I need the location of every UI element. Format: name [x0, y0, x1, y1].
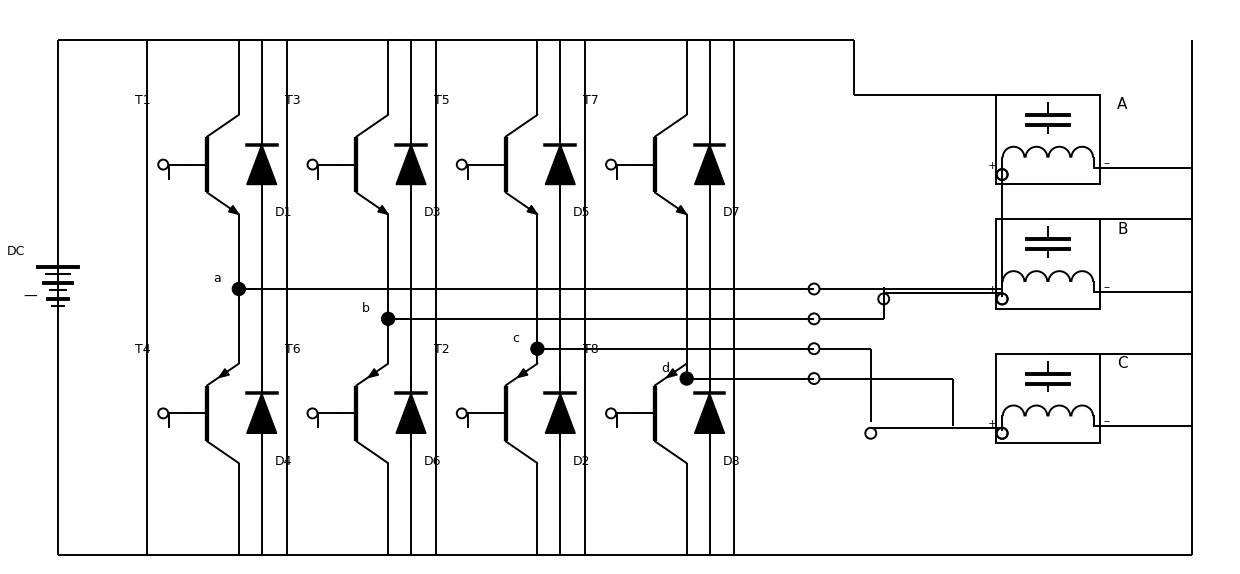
Text: T3: T3 [285, 94, 300, 107]
Bar [996, 219, 1100, 309]
Text: D1: D1 [275, 207, 293, 219]
Text: C: C [1117, 356, 1128, 371]
Text: T2: T2 [434, 343, 450, 356]
Polygon shape [517, 369, 528, 378]
Text: T6: T6 [285, 343, 300, 356]
Text: A: A [1117, 98, 1127, 113]
Polygon shape [228, 205, 239, 214]
Polygon shape [247, 394, 277, 433]
Text: DC: DC [6, 245, 25, 258]
Text: T8: T8 [583, 343, 599, 356]
Text: B: B [1117, 222, 1128, 237]
Polygon shape [527, 205, 537, 214]
Text: D5: D5 [573, 207, 590, 219]
Polygon shape [247, 145, 277, 184]
Text: d: d [661, 362, 668, 375]
Text: c: c [512, 332, 520, 345]
Text: —: — [24, 290, 37, 304]
Text: T1: T1 [135, 94, 151, 107]
Circle shape [382, 312, 394, 325]
Text: D7: D7 [723, 207, 740, 219]
Text: D4: D4 [275, 455, 293, 468]
Polygon shape [694, 145, 724, 184]
Circle shape [681, 372, 693, 385]
Polygon shape [378, 205, 388, 214]
Text: D6: D6 [424, 455, 441, 468]
Text: +: + [987, 285, 997, 295]
Text: D3: D3 [424, 207, 441, 219]
Circle shape [232, 282, 246, 296]
Text: T5: T5 [434, 94, 450, 107]
Polygon shape [396, 145, 427, 184]
Text: --: -- [1104, 282, 1111, 292]
Text: D2: D2 [573, 455, 590, 468]
Text: +: + [987, 420, 997, 429]
Polygon shape [667, 369, 677, 378]
Bar [996, 95, 1100, 184]
Text: a: a [213, 272, 221, 285]
Polygon shape [396, 394, 427, 433]
Polygon shape [694, 394, 724, 433]
Polygon shape [368, 369, 378, 378]
Polygon shape [219, 369, 229, 378]
Text: T4: T4 [135, 343, 151, 356]
Polygon shape [546, 145, 575, 184]
Polygon shape [676, 205, 687, 214]
Text: --: -- [1104, 158, 1111, 168]
Text: +: + [987, 161, 997, 170]
Circle shape [531, 342, 544, 355]
Polygon shape [546, 394, 575, 433]
Text: b: b [362, 302, 371, 315]
Bar [996, 354, 1100, 443]
Text: D8: D8 [723, 455, 740, 468]
Text: T7: T7 [583, 94, 599, 107]
Text: --: -- [1104, 416, 1111, 426]
